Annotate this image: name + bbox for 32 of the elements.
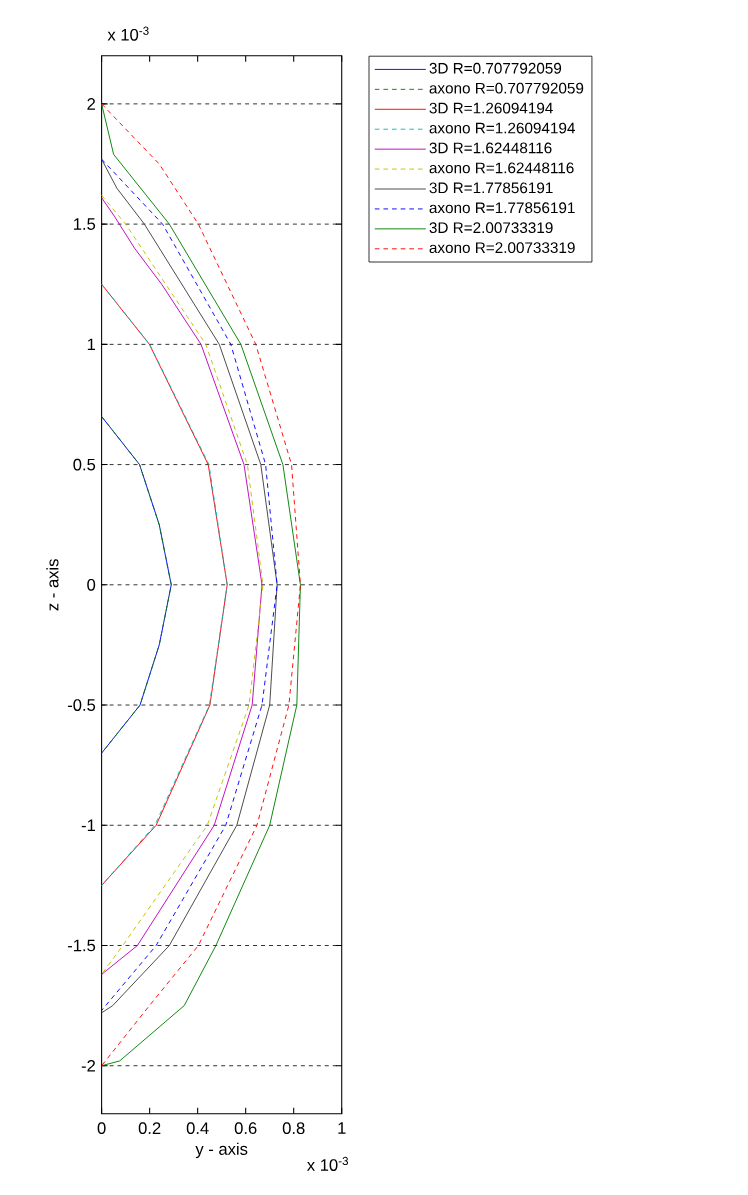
legend-label: 3D R=2.00733319 (429, 222, 553, 234)
x-tick-label: 0.8 (282, 1122, 305, 1135)
x-axis-title: y - axis (195, 1142, 248, 1159)
text: x 10$^{-3}$ (107, 26, 149, 41)
line-series (101, 283, 228, 886)
legend-label: axono R=1.62448116 (429, 162, 574, 174)
x-tick-label: 1 (338, 1122, 346, 1134)
y-tick-label: 0 (87, 578, 96, 591)
text: x 10$^{-3}$ (307, 1156, 349, 1171)
legend-label: 3D R=1.26094194 (429, 102, 553, 114)
legend-label: 3D R=0.707792059 (429, 62, 562, 74)
y-tick-label: -0.5 (67, 699, 96, 711)
y-axis-title: z - axis (46, 559, 59, 611)
y-tick-label: 2 (87, 98, 95, 110)
y-tick-label: 0.5 (73, 458, 96, 471)
legend-label: axono R=0.707792059 (429, 82, 584, 94)
x-tick-label: 0.4 (186, 1122, 209, 1135)
x-tick-label: 0.6 (234, 1122, 257, 1135)
y-tick-label: 1 (87, 338, 95, 351)
legend-label: axono R=1.26094194 (429, 122, 575, 134)
legend-label: axono R=1.77856191 (429, 202, 575, 214)
legend-label: axono R=2.00733319 (429, 242, 575, 254)
line-series (101, 416, 172, 754)
y-tick-label: -2 (81, 1059, 95, 1072)
y-tick-label: -1.5 (67, 939, 96, 952)
x-tick-label: 0.2 (138, 1122, 161, 1135)
line-series (101, 103, 301, 1067)
y-tick-label: 1.5 (74, 218, 96, 230)
y-tick-label: -1 (81, 819, 95, 831)
legend-label: 3D R=1.77856191 (429, 182, 553, 194)
x-tick-label: 0 (97, 1122, 106, 1135)
legend-label: 3D R=1.62448116 (429, 142, 552, 154)
